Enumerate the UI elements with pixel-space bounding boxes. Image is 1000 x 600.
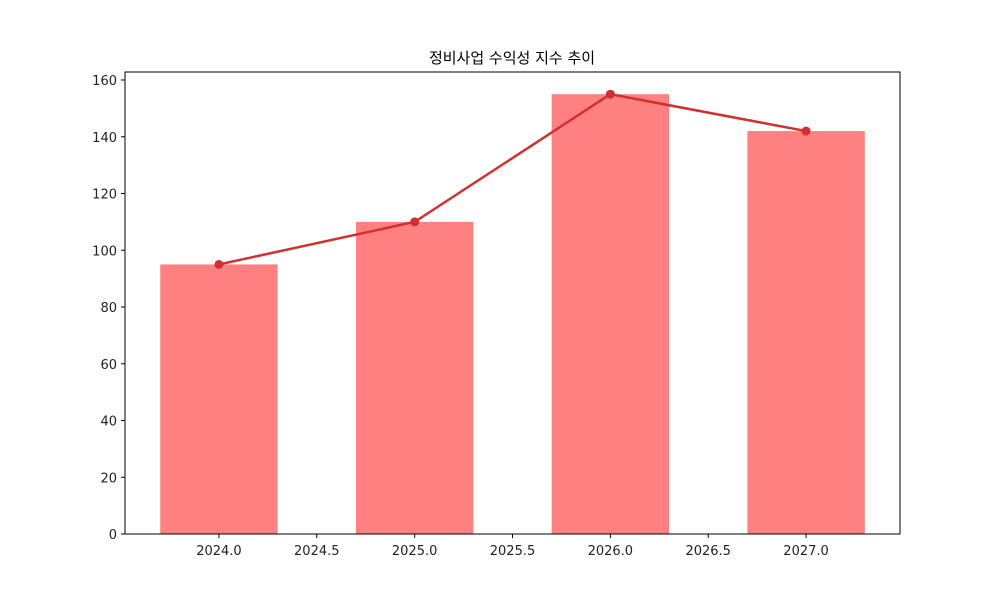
- y-tick-label: 100: [92, 244, 117, 259]
- line-marker: [410, 217, 420, 227]
- y-tick-label: 160: [92, 74, 117, 89]
- line-marker: [605, 89, 615, 99]
- bar: [551, 94, 670, 534]
- x-tick-label: 2025.5: [490, 544, 536, 559]
- y-tick-label: 140: [92, 131, 117, 146]
- y-tick-label: 120: [92, 188, 117, 203]
- x-tick-label: 2025.0: [392, 544, 438, 559]
- y-tick-label: 0: [109, 528, 117, 543]
- line-marker: [214, 259, 224, 269]
- x-tick-label: 2026.5: [685, 544, 731, 559]
- line-series: [214, 89, 811, 269]
- bar: [747, 131, 865, 534]
- x-tick-label: 2024.5: [294, 544, 340, 559]
- bar: [160, 264, 278, 534]
- y-axis: 0 20 40 60 80 100 120 140 160: [92, 74, 125, 543]
- y-tick-label: 40: [100, 415, 117, 430]
- x-axis: 2024.0 2024.5 2025.0 2025.5 2026.0 2026.5 2027…: [196, 534, 829, 559]
- bar-series: [160, 94, 865, 534]
- x-tick-label: 2027.0: [783, 544, 829, 559]
- x-tick-label: 2024.0: [196, 544, 242, 559]
- x-tick-label: 2026.0: [588, 544, 634, 559]
- bar: [355, 221, 474, 534]
- line-marker: [801, 126, 811, 136]
- trend-line: [218, 92, 807, 266]
- y-tick-label: 20: [100, 471, 117, 486]
- y-tick-label: 60: [100, 358, 117, 373]
- y-tick-label: 80: [100, 301, 117, 316]
- chart-title: 정비사업 수익성 지수 추이: [429, 49, 595, 67]
